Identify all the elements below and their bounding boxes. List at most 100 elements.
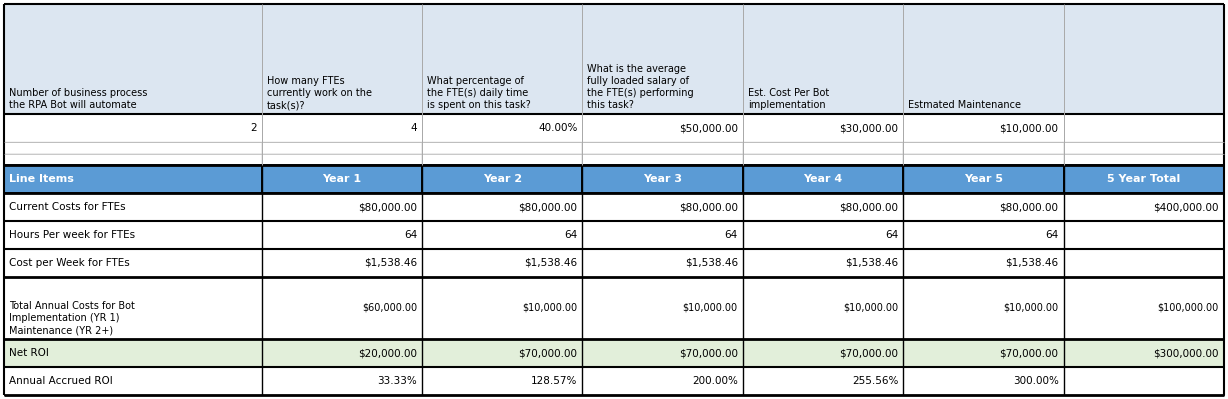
Bar (1063, 154, 1224, 165)
Bar (582, 154, 743, 165)
Bar (904, 142, 1063, 154)
Bar (422, 114, 582, 142)
Bar (4, 367, 262, 395)
Text: 255.56%: 255.56% (852, 376, 898, 386)
Bar (262, 249, 422, 277)
Bar (1063, 154, 1224, 165)
Text: $1,538.46: $1,538.46 (524, 258, 577, 268)
Bar (1063, 367, 1224, 395)
Bar (904, 249, 1063, 277)
Bar (1063, 4, 1224, 114)
Text: $60,000.00: $60,000.00 (362, 303, 418, 313)
Text: $70,000.00: $70,000.00 (839, 348, 898, 358)
Bar (743, 142, 904, 154)
Bar (262, 277, 422, 339)
Bar (904, 165, 1063, 193)
Text: $80,000.00: $80,000.00 (679, 202, 738, 212)
Bar (4, 339, 262, 367)
Bar (4, 277, 262, 339)
Bar (582, 221, 743, 249)
Bar (904, 154, 1063, 165)
Bar (262, 221, 422, 249)
Bar (1063, 221, 1224, 249)
Bar (1063, 339, 1224, 367)
Bar (582, 221, 743, 249)
Bar (4, 193, 262, 221)
Bar (4, 114, 262, 142)
Bar (904, 221, 1063, 249)
Bar (262, 165, 422, 193)
Bar (582, 142, 743, 154)
Bar (904, 165, 1063, 193)
Bar (1063, 193, 1224, 221)
Text: 200.00%: 200.00% (693, 376, 738, 386)
Bar (1063, 193, 1224, 221)
Bar (422, 4, 582, 114)
Text: $10,000.00: $10,000.00 (1003, 303, 1059, 313)
Bar (904, 154, 1063, 165)
Bar (262, 154, 422, 165)
Bar (743, 249, 904, 277)
Bar (4, 142, 262, 154)
Bar (743, 4, 904, 114)
Bar (262, 4, 422, 114)
Bar (743, 114, 904, 142)
Bar (4, 165, 262, 193)
Text: $80,000.00: $80,000.00 (518, 202, 577, 212)
Bar (4, 4, 262, 114)
Text: $80,000.00: $80,000.00 (839, 202, 898, 212)
Bar (582, 142, 743, 154)
Bar (743, 339, 904, 367)
Bar (262, 142, 422, 154)
Bar (422, 114, 582, 142)
Text: 33.33%: 33.33% (377, 376, 418, 386)
Bar (1063, 114, 1224, 142)
Bar (582, 367, 743, 395)
Bar (582, 154, 743, 165)
Bar (743, 277, 904, 339)
Bar (743, 367, 904, 395)
Bar (422, 165, 582, 193)
Bar (582, 277, 743, 339)
Bar (262, 193, 422, 221)
Text: Year 1: Year 1 (322, 174, 361, 184)
Bar (1063, 277, 1224, 339)
Bar (262, 114, 422, 142)
Bar (582, 367, 743, 395)
Bar (743, 4, 904, 114)
Bar (422, 339, 582, 367)
Text: What is the average
fully loaded salary of
the FTE(s) performing
this task?: What is the average fully loaded salary … (587, 64, 694, 110)
Bar (422, 4, 582, 114)
Text: Annual Accrued ROI: Annual Accrued ROI (9, 376, 113, 386)
Bar (904, 4, 1063, 114)
Bar (422, 154, 582, 165)
Bar (4, 249, 262, 277)
Text: $30,000.00: $30,000.00 (839, 123, 898, 133)
Bar (4, 114, 262, 142)
Text: $1,538.46: $1,538.46 (1006, 258, 1059, 268)
Bar (904, 142, 1063, 154)
Bar (904, 249, 1063, 277)
Bar (422, 193, 582, 221)
Text: $1,538.46: $1,538.46 (363, 258, 418, 268)
Bar (743, 339, 904, 367)
Bar (1063, 367, 1224, 395)
Bar (743, 154, 904, 165)
Bar (904, 277, 1063, 339)
Text: $300,000.00: $300,000.00 (1153, 348, 1219, 358)
Bar (4, 339, 262, 367)
Text: $10,000.00: $10,000.00 (844, 303, 898, 313)
Bar (422, 249, 582, 277)
Bar (904, 193, 1063, 221)
Bar (4, 249, 262, 277)
Text: $10,000.00: $10,000.00 (683, 303, 738, 313)
Bar (422, 367, 582, 395)
Text: Year 3: Year 3 (643, 174, 683, 184)
Text: $100,000.00: $100,000.00 (1158, 303, 1219, 313)
Text: $10,000.00: $10,000.00 (1000, 123, 1059, 133)
Bar (904, 339, 1063, 367)
Text: $70,000.00: $70,000.00 (518, 348, 577, 358)
Bar (4, 154, 262, 165)
Bar (4, 277, 262, 339)
Bar (582, 4, 743, 114)
